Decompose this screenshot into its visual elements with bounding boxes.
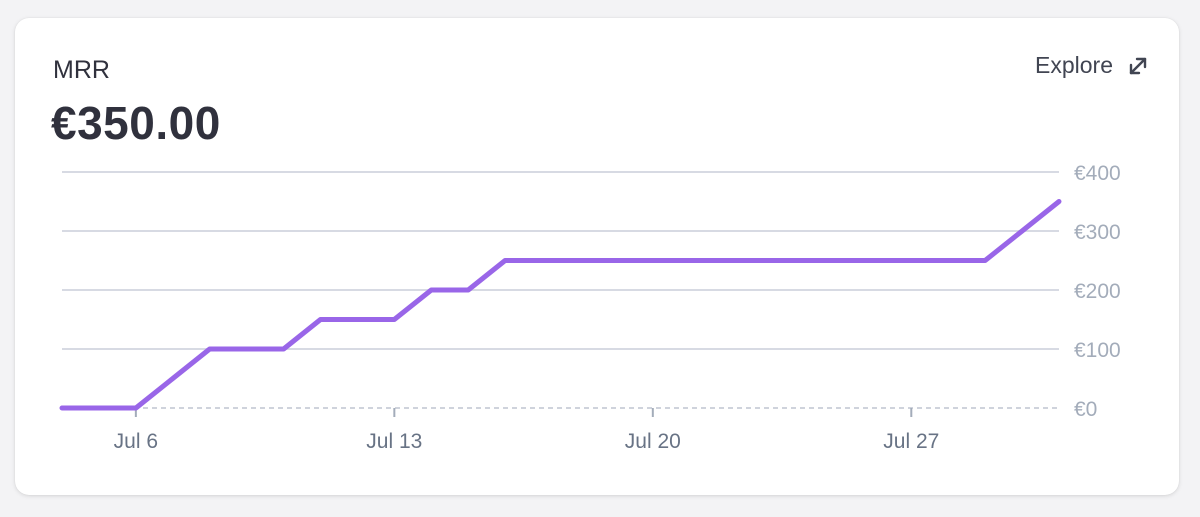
- metric-label: MRR: [53, 56, 110, 84]
- y-tick-label: €400: [1074, 162, 1121, 185]
- explore-button[interactable]: Explore: [1035, 52, 1149, 79]
- x-tick-label: Jul 20: [625, 430, 681, 453]
- expand-arrows-icon: [1129, 57, 1147, 74]
- mrr-card: MRR €350.00 Explore: [15, 18, 1179, 495]
- explore-label: Explore: [1035, 52, 1113, 78]
- x-tick-label: Jul 13: [366, 430, 422, 453]
- series-layer: [59, 199, 1062, 411]
- y-tick-label: €300: [1074, 221, 1121, 244]
- x-tick-label: Jul 6: [114, 430, 158, 453]
- axis-ticks: [134, 408, 913, 417]
- y-tick-label: €200: [1074, 280, 1121, 303]
- x-tick-label: Jul 27: [883, 430, 939, 453]
- metric-value: €350.00: [51, 97, 221, 149]
- axis-labels: €0 €100 €200 €300 €400 Jul 6 Jul 13 Jul 20 Jul 2…: [114, 162, 1121, 453]
- y-tick-label: €0: [1074, 398, 1097, 421]
- mrr-series-line: [59, 199, 1062, 411]
- grid-lines: [62, 171, 1059, 409]
- y-tick-label: €100: [1074, 339, 1121, 362]
